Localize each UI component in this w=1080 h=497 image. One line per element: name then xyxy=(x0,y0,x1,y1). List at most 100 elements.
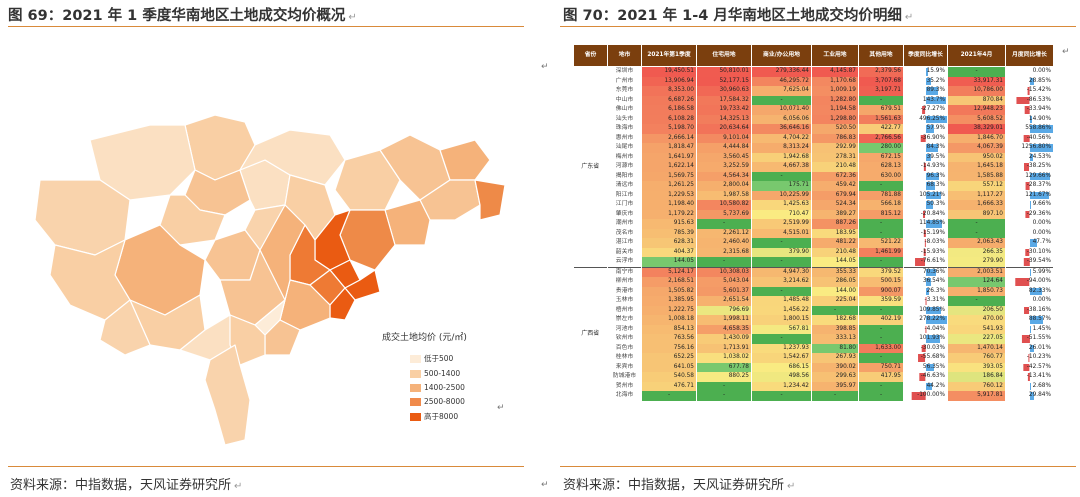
region-baise xyxy=(34,179,131,256)
growth-bar-negative xyxy=(911,392,926,400)
legend-item-1400-2500: 1400-2500 xyxy=(410,383,520,392)
legend-item-lt500: 低于500 xyxy=(410,353,520,364)
price-cell: 1,237.93 xyxy=(751,343,812,353)
growth-bar-positive xyxy=(925,268,936,276)
price-cell: 1,038.02 xyxy=(696,353,752,363)
growth-bar-positive xyxy=(925,125,934,133)
growth-bar-negative xyxy=(923,163,926,171)
city-cell: 阳江市 xyxy=(607,190,642,200)
growth-bar-positive xyxy=(1029,268,1031,276)
april-price-cell: 541.93 xyxy=(947,324,1006,334)
price-cell: - xyxy=(751,238,812,248)
price-cell: 183.95 xyxy=(811,228,859,238)
april-price-cell: 2,003.51 xyxy=(947,266,1006,277)
growth-bar-negative xyxy=(921,106,926,114)
province-cell: 广东省 xyxy=(573,66,608,267)
april-price-cell: 4,067.39 xyxy=(947,143,1006,153)
price-cell: 402.19 xyxy=(858,315,904,325)
city-cell: 东莞市 xyxy=(607,86,642,96)
table-row: 崇左市 1,008.18 1,998.11 1,800.15 182.68 402.19 2… xyxy=(574,315,1054,325)
growth-cell: 2.68% xyxy=(1005,381,1054,391)
city-cell: 河池市 xyxy=(607,324,642,334)
legend-label: 1400-2500 xyxy=(424,383,465,392)
growth-cell: -46.63% xyxy=(903,372,948,382)
growth-cell: 496.25% xyxy=(903,114,948,124)
header-city: 地市 xyxy=(607,44,642,67)
price-cell: 1,425.63 xyxy=(751,200,812,210)
region-zhaoqing xyxy=(259,204,306,301)
city-cell: 中山市 xyxy=(607,95,642,105)
price-cell: 1,198.40 xyxy=(641,200,697,210)
price-cell: 1,505.82 xyxy=(641,286,697,296)
april-price-cell: 1,117.27 xyxy=(947,190,1006,200)
table-row: 东莞市 8,353.00 30,960.63 7,625.04 1,009.19 3,19… xyxy=(574,86,1054,96)
growth-bar-negative xyxy=(1024,248,1030,256)
price-cell: 1,998.11 xyxy=(696,315,752,325)
price-cell: 750.71 xyxy=(858,362,904,372)
price-cell: 781.88 xyxy=(858,190,904,200)
growth-bar-negative xyxy=(924,325,926,333)
map-svg xyxy=(34,114,506,446)
price-cell: 36,646.16 xyxy=(751,124,812,134)
price-cell: - xyxy=(751,257,812,267)
growth-bar-negative xyxy=(1027,87,1030,95)
legend-swatch xyxy=(410,383,421,392)
growth-bar-positive xyxy=(1029,77,1035,85)
growth-cell: -29.36% xyxy=(1005,209,1054,219)
growth-bar-positive xyxy=(925,68,928,76)
growth-bar-negative xyxy=(921,344,926,352)
legend-title: 成交土地均价 (元/㎡) xyxy=(382,333,467,343)
table-row: 北海市 - - - - - -100.00% 5,917.81 29.84% xyxy=(574,391,1054,401)
growth-cell: 26.3% xyxy=(903,286,948,296)
region-chaozhou xyxy=(439,139,491,181)
table-row: 柳州市 2,168.51 5,043.04 3,214.62 286.05 500.15 3… xyxy=(574,277,1054,287)
april-price-cell: 1,666.33 xyxy=(947,200,1006,210)
april-price-cell: 557.12 xyxy=(947,181,1006,191)
legend-item-500-1400: 500-1400 xyxy=(410,369,520,378)
price-cell: 786.83 xyxy=(811,133,859,143)
april-price-cell: 10,786.00 xyxy=(947,86,1006,96)
growth-bar-negative xyxy=(1027,373,1030,381)
price-cell: 175.71 xyxy=(751,181,812,191)
price-cell: 6,186.58 xyxy=(641,105,697,115)
price-cell: 3,214.62 xyxy=(751,277,812,287)
price-cell: 46,295.72 xyxy=(751,76,812,86)
city-cell: 南宁市 xyxy=(607,266,642,277)
table-row: 防城港市 540.58 880.25 498.56 299.63 417.95 -46.63… xyxy=(574,372,1054,382)
price-cell: 2,315.68 xyxy=(696,247,752,257)
price-cell: 1,179.22 xyxy=(641,209,697,219)
city-cell: 柳州市 xyxy=(607,277,642,287)
price-cell: 7,625.04 xyxy=(751,86,812,96)
price-cell: 6,108.28 xyxy=(641,114,697,124)
price-cell: 1,485.48 xyxy=(751,296,812,306)
price-cell: 4,444.84 xyxy=(696,143,752,153)
land-price-table: 省份 地市 2021年第1季度 住宅用地 商业/办公用地 工业用地 其他用地 季… xyxy=(573,44,1054,401)
april-price-cell: - xyxy=(947,66,1006,77)
price-cell: 1,633.00 xyxy=(858,343,904,353)
table-row: 珠海市 5,198.70 20,634.64 36,646.16 520.50 422.7… xyxy=(574,124,1054,134)
growth-cell: 39.5% xyxy=(903,152,948,162)
growth-cell: -86.53% xyxy=(1005,95,1054,105)
price-cell: 1,569.75 xyxy=(641,171,697,181)
table-row: 阳江市 1,229.53 1,987.58 10,225.99 679.94 781.88… xyxy=(574,190,1054,200)
price-cell: 389.27 xyxy=(811,209,859,219)
right-source-note: 资料来源：中指数据，天风证券研究所 ↵ xyxy=(563,478,796,493)
price-cell: - xyxy=(696,381,752,391)
growth-bar-positive xyxy=(925,115,947,123)
april-price-cell: - xyxy=(947,219,1006,229)
price-cell: 2,666.14 xyxy=(641,133,697,143)
growth-cell: -15.19% xyxy=(903,228,948,238)
growth-cell: -10.23% xyxy=(1005,353,1054,363)
april-price-cell: 470.00 xyxy=(947,315,1006,325)
price-cell: 2,519.99 xyxy=(751,219,812,229)
april-price-cell: 206.50 xyxy=(947,305,1006,315)
price-cell: 333.13 xyxy=(811,334,859,344)
price-cell: 567.81 xyxy=(751,324,812,334)
left-source-note: 资料来源：中指数据，天风证券研究所 ↵ xyxy=(10,478,243,493)
growth-bar-positive xyxy=(1029,344,1034,352)
growth-cell: -51.55% xyxy=(1005,334,1054,344)
city-cell: 梅州市 xyxy=(607,152,642,162)
april-price-cell: 1,585.88 xyxy=(947,171,1006,181)
price-cell: 299.63 xyxy=(811,372,859,382)
price-cell: - xyxy=(858,181,904,191)
